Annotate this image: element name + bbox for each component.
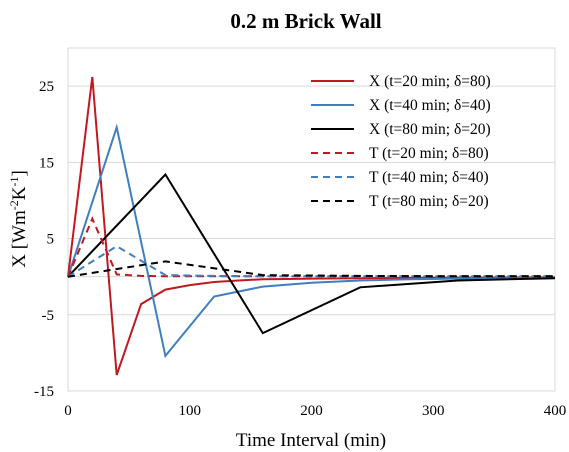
series-line-1 [67, 76, 556, 376]
y-tick-label: 25 [39, 79, 54, 95]
legend-label: X (t=20 min; δ=80) [369, 73, 491, 90]
legend-label: X (t=80 min; δ=20) [369, 121, 491, 138]
y-tick-label: -5 [42, 308, 55, 324]
series-line-2 [67, 123, 556, 359]
x-axis-label: Time Interval (min) [236, 430, 386, 451]
x-tick-label: 400 [544, 403, 567, 419]
x-axis-ticks: 0 100 200 300 400 [64, 403, 566, 419]
series-line-5 [67, 245, 555, 278]
x-tick-label: 100 [179, 403, 202, 419]
y-axis-ticks: -15 -5 5 15 25 [34, 79, 54, 400]
x-tick-label: 200 [300, 403, 323, 419]
legend-label: T (t=40 min; δ=40) [369, 169, 489, 186]
y-axis-label-sup2: -1 [7, 177, 21, 187]
series-line-3 [67, 172, 556, 335]
x-tick-label: 300 [422, 403, 445, 419]
y-tick-label: -15 [34, 384, 54, 400]
series-line-4 [67, 216, 555, 278]
y-axis-label-sup1: -2 [7, 200, 21, 210]
legend-label: T (t=80 min; δ=20) [369, 193, 489, 210]
series-line-6 [67, 260, 555, 278]
x-tick-label: 0 [64, 403, 72, 419]
legend-label: T (t=20 min; δ=80) [369, 145, 489, 162]
legend: X (t=20 min; δ=80) X (t=40 min; δ=40) X (t… [311, 73, 491, 210]
y-tick-label: 5 [47, 232, 55, 248]
y-axis-label-main: X [Wm [9, 210, 30, 268]
chart-title: 0.2 m Brick Wall [230, 9, 381, 33]
legend-label: X (t=40 min; δ=40) [369, 97, 491, 114]
series-layer [67, 76, 556, 376]
y-axis-label-mid: K [9, 186, 30, 200]
y-tick-label: 15 [39, 155, 54, 171]
y-axis-label: X [Wm-2K-1] [7, 170, 30, 268]
y-axis-label-end: ] [9, 170, 30, 176]
